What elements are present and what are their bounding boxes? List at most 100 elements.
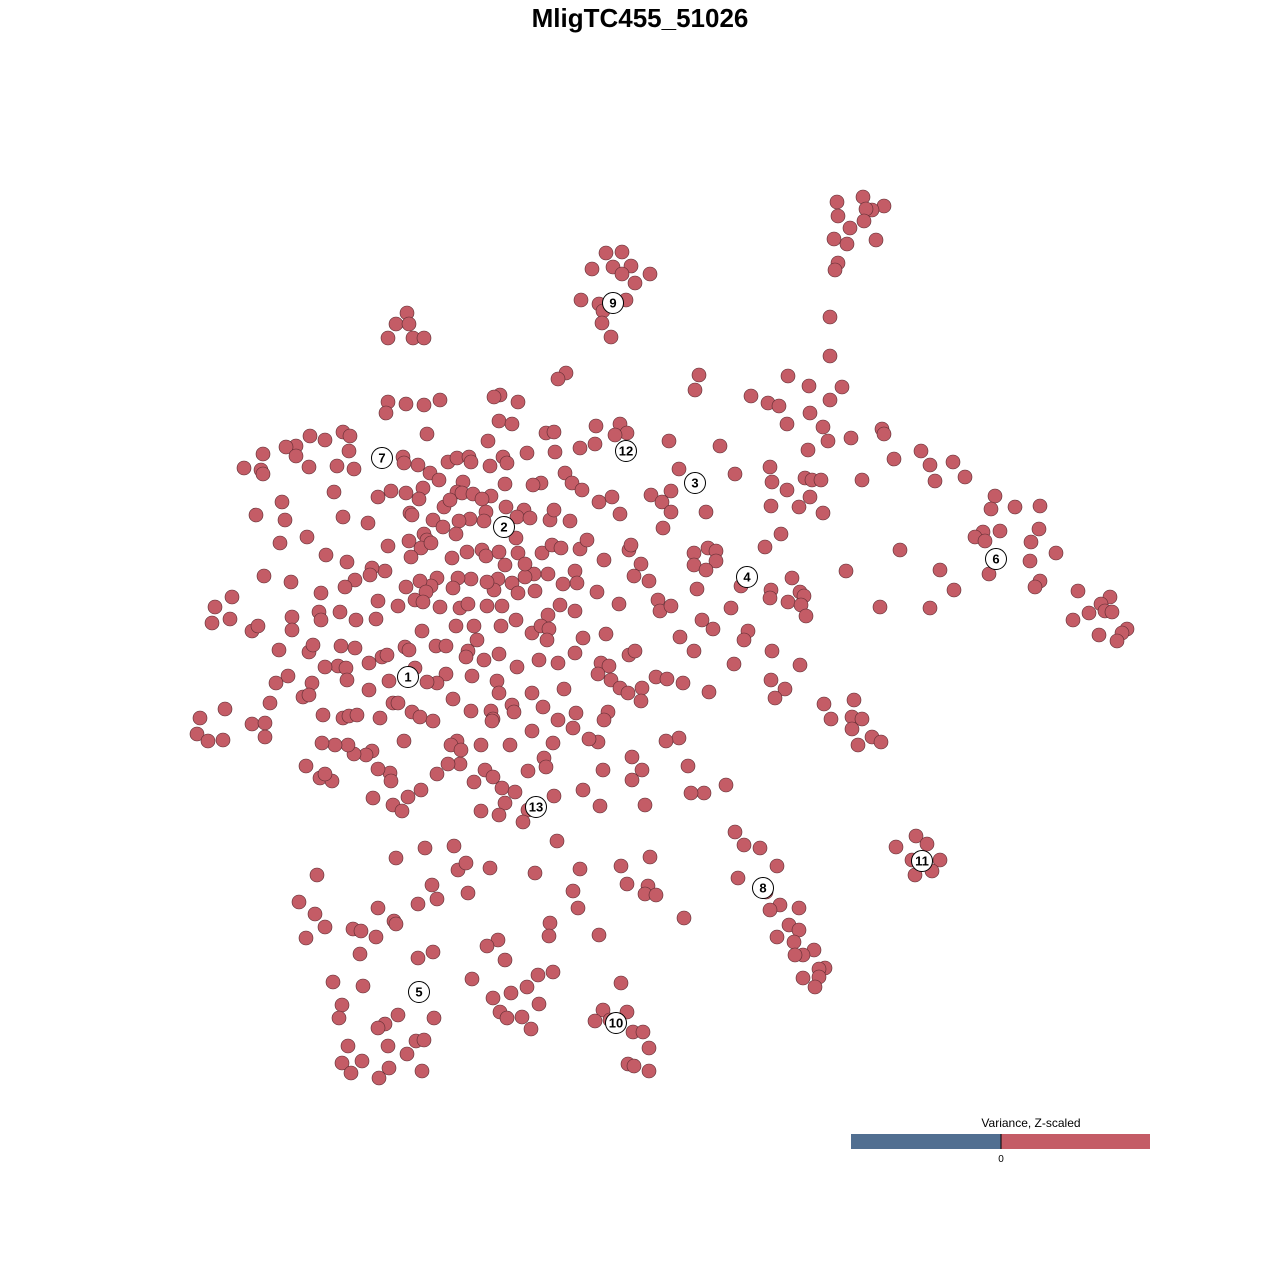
data-point bbox=[643, 487, 659, 503]
data-point bbox=[791, 499, 807, 515]
data-point bbox=[800, 442, 816, 458]
data-point bbox=[380, 538, 396, 554]
data-point bbox=[842, 220, 858, 236]
data-point bbox=[575, 782, 591, 798]
data-point bbox=[459, 544, 475, 560]
data-point bbox=[398, 485, 414, 501]
data-point bbox=[317, 766, 333, 782]
data-point bbox=[473, 737, 489, 753]
data-point bbox=[687, 382, 703, 398]
data-point bbox=[546, 424, 562, 440]
data-point bbox=[343, 1065, 359, 1081]
data-point bbox=[826, 231, 842, 247]
data-point bbox=[792, 657, 808, 673]
data-point bbox=[633, 693, 649, 709]
data-point bbox=[368, 929, 384, 945]
data-point bbox=[676, 910, 692, 926]
data-point bbox=[987, 488, 1003, 504]
data-point bbox=[372, 710, 388, 726]
data-point bbox=[802, 405, 818, 421]
data-point bbox=[448, 526, 464, 542]
data-point bbox=[598, 626, 614, 642]
data-point bbox=[388, 316, 404, 332]
data-point bbox=[413, 782, 429, 798]
data-point bbox=[424, 877, 440, 893]
data-point bbox=[641, 1040, 657, 1056]
cluster-label-5: 5 bbox=[408, 981, 430, 1003]
data-point bbox=[463, 703, 479, 719]
data-point bbox=[440, 756, 456, 772]
data-point bbox=[773, 526, 789, 542]
data-point bbox=[301, 459, 317, 475]
data-point bbox=[494, 780, 510, 796]
cluster-label-13: 13 bbox=[525, 796, 547, 818]
data-point bbox=[388, 850, 404, 866]
cluster-label-circle bbox=[985, 548, 1007, 570]
data-point bbox=[550, 655, 566, 671]
data-point bbox=[506, 704, 522, 720]
data-point bbox=[524, 685, 540, 701]
data-point bbox=[365, 790, 381, 806]
data-point bbox=[587, 436, 603, 452]
data-point bbox=[491, 685, 507, 701]
data-point bbox=[314, 735, 330, 751]
data-point bbox=[698, 504, 714, 520]
cluster-label-7: 7 bbox=[371, 447, 393, 469]
data-point bbox=[1109, 633, 1125, 649]
data-point bbox=[603, 329, 619, 345]
data-point bbox=[823, 711, 839, 727]
data-point bbox=[498, 499, 514, 515]
data-point bbox=[764, 643, 780, 659]
data-point bbox=[642, 849, 658, 865]
data-point bbox=[222, 611, 238, 627]
data-point bbox=[570, 900, 586, 916]
data-point bbox=[274, 494, 290, 510]
cluster-label-text: 9 bbox=[609, 296, 616, 311]
data-point bbox=[524, 723, 540, 739]
data-point bbox=[244, 716, 260, 732]
data-point bbox=[822, 309, 838, 325]
data-point bbox=[855, 189, 871, 205]
data-point bbox=[360, 515, 376, 531]
data-point bbox=[271, 642, 287, 658]
chart-title: MligTC455_51026 bbox=[532, 3, 749, 33]
data-point bbox=[438, 666, 454, 682]
data-point bbox=[497, 952, 513, 968]
data-point bbox=[332, 604, 348, 620]
data-point bbox=[736, 837, 752, 853]
data-point bbox=[469, 632, 485, 648]
data-point bbox=[579, 532, 595, 548]
data-point bbox=[370, 489, 386, 505]
data-point bbox=[641, 573, 657, 589]
data-point bbox=[417, 840, 433, 856]
data-point bbox=[482, 860, 498, 876]
data-point bbox=[355, 978, 371, 994]
data-point bbox=[283, 574, 299, 590]
data-point bbox=[627, 275, 643, 291]
data-point bbox=[856, 213, 872, 229]
data-point bbox=[567, 603, 583, 619]
cluster-label-text: 11 bbox=[915, 854, 929, 869]
data-point bbox=[977, 533, 993, 549]
data-point bbox=[288, 448, 304, 464]
cluster-label-circle bbox=[525, 796, 547, 818]
data-point bbox=[431, 472, 447, 488]
data-point bbox=[398, 579, 414, 595]
data-point bbox=[777, 681, 793, 697]
data-point bbox=[353, 923, 369, 939]
colorbar-high-segment bbox=[1001, 1134, 1150, 1149]
data-point bbox=[565, 720, 581, 736]
data-point bbox=[802, 489, 818, 505]
data-point bbox=[255, 446, 271, 462]
data-point bbox=[280, 668, 296, 684]
data-point bbox=[464, 971, 480, 987]
data-point bbox=[858, 201, 874, 217]
cluster-label-6: 6 bbox=[985, 548, 1007, 570]
data-point bbox=[460, 596, 476, 612]
data-point bbox=[531, 996, 547, 1012]
data-point bbox=[607, 427, 623, 443]
data-point bbox=[458, 855, 474, 871]
data-point bbox=[248, 507, 264, 523]
cluster-label-text: 12 bbox=[619, 444, 633, 459]
data-point bbox=[534, 545, 550, 561]
